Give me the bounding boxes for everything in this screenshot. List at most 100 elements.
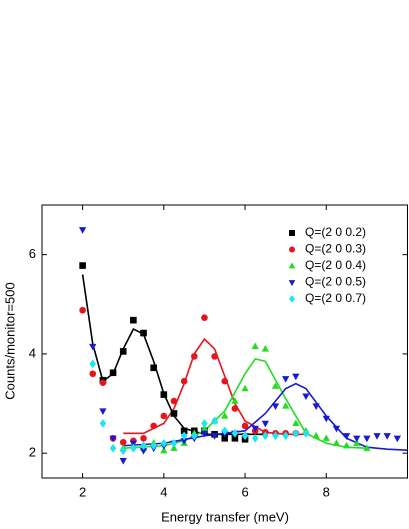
data-point bbox=[312, 403, 320, 410]
data-point bbox=[89, 343, 97, 351]
data-point bbox=[292, 373, 300, 381]
data-point bbox=[130, 316, 137, 324]
fit-line bbox=[123, 337, 306, 436]
legend-label: Q=(2 0 0.7) bbox=[305, 291, 366, 305]
data-point bbox=[221, 411, 229, 419]
data-point bbox=[79, 306, 86, 314]
legend-marker bbox=[289, 295, 295, 303]
data-point bbox=[241, 431, 249, 441]
data-point bbox=[322, 415, 330, 423]
data-point bbox=[231, 429, 239, 438]
data-point bbox=[170, 397, 178, 405]
data-point bbox=[160, 438, 168, 448]
data-point bbox=[99, 379, 107, 386]
data-point bbox=[160, 412, 168, 420]
data-point bbox=[211, 353, 218, 360]
data-point bbox=[109, 369, 117, 377]
data-point bbox=[99, 419, 107, 428]
data-point bbox=[292, 429, 300, 438]
data-point bbox=[180, 377, 188, 385]
data-point bbox=[342, 441, 351, 449]
data-point bbox=[119, 348, 127, 355]
data-point bbox=[221, 377, 229, 385]
legend-label: Q=(2 0 0.2) bbox=[305, 225, 366, 239]
data-point bbox=[221, 426, 229, 436]
data-point bbox=[170, 438, 178, 448]
data-point bbox=[393, 435, 401, 443]
data-point bbox=[342, 433, 351, 440]
data-point bbox=[261, 420, 269, 428]
data-point bbox=[201, 314, 208, 321]
legend-label: Q=(2 0 0.5) bbox=[305, 275, 366, 289]
data-point bbox=[231, 405, 239, 412]
y-tick-label: 2 bbox=[29, 445, 36, 460]
data-point bbox=[302, 393, 310, 401]
data-point bbox=[261, 344, 269, 352]
legend-marker bbox=[288, 262, 296, 269]
data-point bbox=[200, 424, 209, 432]
data-point bbox=[200, 430, 209, 438]
data-point bbox=[170, 444, 178, 451]
data-point bbox=[180, 438, 188, 445]
data-point bbox=[353, 439, 361, 446]
data-point bbox=[282, 376, 290, 383]
data-point bbox=[190, 431, 198, 441]
x-tick-label: 2 bbox=[79, 484, 86, 499]
plot-frame bbox=[41, 204, 408, 479]
data-point bbox=[140, 434, 147, 442]
data-point bbox=[140, 441, 147, 451]
data-point bbox=[119, 446, 127, 455]
data-point bbox=[241, 384, 249, 392]
data-point bbox=[79, 262, 86, 269]
data-point bbox=[282, 431, 289, 441]
legend-marker bbox=[288, 280, 296, 287]
data-point bbox=[322, 434, 330, 441]
data-point bbox=[160, 391, 168, 398]
data-point bbox=[109, 443, 117, 453]
data-point bbox=[130, 443, 137, 453]
data-point bbox=[119, 457, 127, 465]
data-point bbox=[210, 433, 219, 440]
x-tick-label: 8 bbox=[323, 484, 330, 499]
data-point bbox=[109, 435, 117, 443]
data-point bbox=[119, 438, 127, 446]
data-point bbox=[89, 359, 97, 369]
data-point bbox=[160, 446, 168, 454]
data-point bbox=[251, 342, 259, 350]
data-point bbox=[201, 419, 208, 428]
data-point bbox=[271, 382, 280, 389]
data-point bbox=[251, 434, 259, 443]
legend-label: Q=(2 0 0.3) bbox=[305, 242, 366, 256]
data-point bbox=[140, 329, 147, 337]
data-point bbox=[231, 434, 239, 442]
data-point bbox=[383, 433, 391, 440]
data-point bbox=[99, 408, 107, 415]
data-point bbox=[262, 431, 269, 441]
y-tick-label: 6 bbox=[29, 246, 36, 261]
data-point bbox=[78, 227, 87, 234]
data-point bbox=[363, 435, 371, 443]
data-point bbox=[231, 397, 239, 404]
legend-marker bbox=[289, 246, 295, 253]
data-point bbox=[150, 422, 157, 430]
data-point bbox=[332, 425, 341, 433]
legend-marker bbox=[289, 230, 295, 236]
data-point bbox=[282, 402, 290, 409]
data-point bbox=[211, 416, 218, 426]
data-point bbox=[271, 403, 280, 410]
data-point bbox=[89, 370, 97, 378]
data-point bbox=[129, 440, 138, 448]
x-tick-label: 6 bbox=[241, 484, 248, 499]
data-point bbox=[332, 439, 341, 446]
data-point bbox=[353, 435, 361, 443]
y-axis-label: Counts/monitor=500 bbox=[2, 282, 17, 399]
data-point bbox=[150, 364, 157, 372]
data-point bbox=[170, 410, 178, 417]
data-point bbox=[221, 434, 229, 442]
data-point bbox=[241, 422, 249, 430]
data-point bbox=[180, 427, 188, 435]
data-point bbox=[302, 429, 310, 438]
y-tick-label: 4 bbox=[29, 345, 36, 360]
x-axis-label: Energy transfer (meV) bbox=[161, 509, 289, 524]
